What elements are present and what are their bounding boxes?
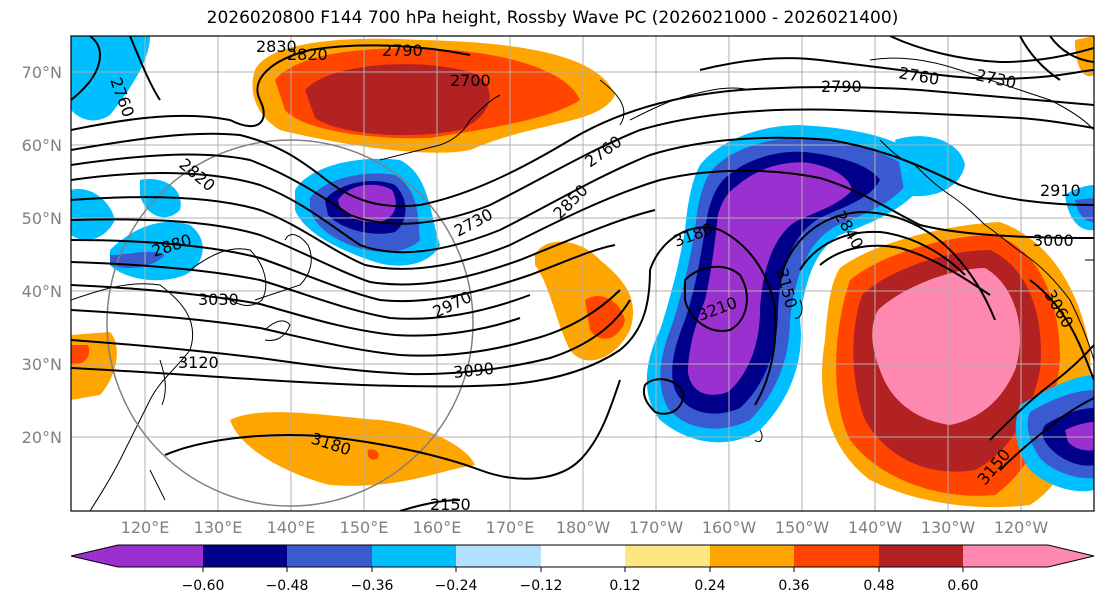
contour-label: 2820 — [287, 45, 328, 64]
contour-label: 3030 — [198, 290, 239, 309]
gridlines — [71, 36, 1094, 511]
colorbar-ticks — [202, 567, 964, 572]
colorbar-segment — [963, 545, 1048, 567]
colorbar-tick-label: −0.24 — [435, 578, 478, 594]
colorbar: −0.60 −0.48 −0.36 −0.24 −0.12 0.12 0.24 … — [70, 544, 1095, 594]
colorbar-tick-label: 0.24 — [694, 578, 725, 594]
colorbar-segment — [456, 545, 541, 567]
map-frame — [70, 35, 1095, 512]
colorbar-tick-label: 0.60 — [947, 578, 978, 594]
lon-tick-label: 130°W — [921, 518, 976, 537]
lat-tick-label: 60°N — [22, 136, 62, 155]
lon-tick-label: 150°E — [340, 518, 389, 537]
contour-label: 3000 — [1033, 231, 1074, 250]
colorbar-tick-label: −0.48 — [266, 578, 309, 594]
height-contours — [71, 36, 1094, 511]
negative-anomaly-regions — [71, 36, 1094, 492]
lat-tick-label: 40°N — [22, 282, 62, 301]
colorbar-segment — [710, 545, 794, 567]
contour-label: 3090 — [452, 359, 494, 382]
lon-tick-label: 120°E — [121, 518, 170, 537]
colorbar-outline — [70, 544, 1095, 568]
contour-label: 2150 — [430, 495, 471, 514]
lon-tick-label: 130°E — [194, 518, 243, 537]
lon-tick-label: 150°W — [775, 518, 830, 537]
colorbar-tick-label: −0.12 — [520, 578, 563, 594]
lat-tick-label: 20°N — [22, 428, 62, 447]
contour-label: 2790 — [821, 77, 862, 96]
contour-label: 2790 — [382, 41, 423, 60]
contour-label: 3120 — [178, 353, 219, 372]
contour-label: 2700 — [450, 71, 491, 90]
colorbar-segment — [203, 545, 287, 567]
lat-tick-label: 50°N — [22, 209, 62, 228]
coastlines — [71, 57, 1094, 511]
map-area: 2830 2820 2790 2700 2760 2790 2760 2730 … — [71, 36, 1094, 514]
lon-tick-label: 140°W — [848, 518, 903, 537]
page-title: 2026020800 F144 700 hPa height, Rossby W… — [206, 8, 899, 28]
latitude-axis: 70°N 60°N 50°N 40°N 30°N 20°N — [22, 63, 62, 447]
colorbar-extend-min — [71, 545, 118, 567]
colorbar-segment — [287, 545, 372, 567]
colorbar-tick-label: 0.48 — [863, 578, 894, 594]
lon-tick-label: 120°W — [994, 518, 1049, 537]
lon-tick-label: 170°E — [486, 518, 535, 537]
contour-label: 2910 — [1040, 181, 1081, 200]
longitude-axis: 120°E 130°E 140°E 150°E 160°E 170°E 180°… — [121, 518, 1049, 537]
lat-tick-label: 70°N — [22, 63, 62, 82]
lon-tick-label: 140°E — [267, 518, 316, 537]
colorbar-tick-label: 0.36 — [778, 578, 809, 594]
colorbar-tick-label: −0.36 — [351, 578, 394, 594]
reference-circle — [106, 139, 474, 507]
lon-tick-label: 180°W — [556, 518, 611, 537]
colorbar-tick-label: 0.12 — [609, 578, 640, 594]
colorbar-segment — [541, 545, 625, 567]
colorbar-segment — [794, 545, 879, 567]
lon-tick-label: 160°W — [702, 518, 757, 537]
colorbar-tick-label: −0.60 — [182, 578, 225, 594]
lon-tick-label: 170°W — [629, 518, 684, 537]
colorbar-segment — [372, 545, 456, 567]
colorbar-segment — [118, 545, 203, 567]
colorbar-segment — [625, 545, 710, 567]
lon-tick-label: 160°E — [413, 518, 462, 537]
colorbar-segment — [879, 545, 963, 567]
lat-tick-label: 30°N — [22, 355, 62, 374]
contour-label: 2830 — [256, 37, 297, 56]
colorbar-extend-max — [1048, 545, 1094, 567]
